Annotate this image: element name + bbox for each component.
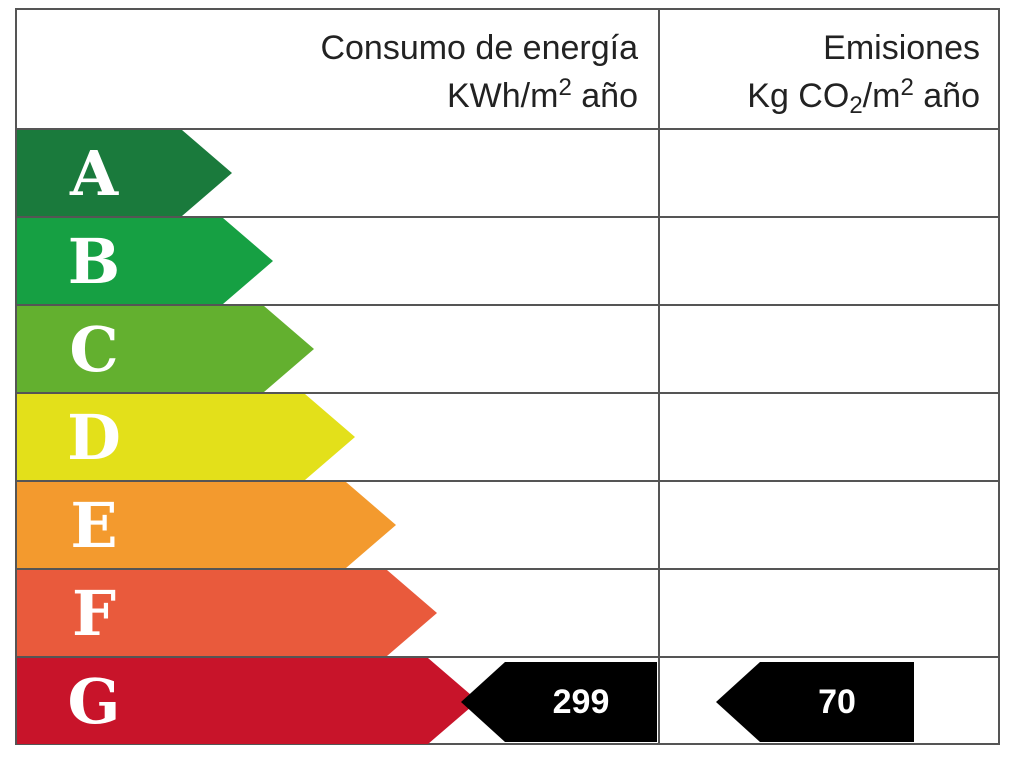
row-divider: [17, 128, 998, 130]
emissions-header-title: Emisiones: [823, 29, 980, 67]
band-f: F: [17, 570, 437, 656]
energy-header: Consumo de energía KWh/m2 año: [17, 10, 658, 130]
energy-label-table: Consumo de energía KWh/m2 año Emisiones …: [15, 8, 1000, 745]
row-divider: [17, 656, 998, 658]
energy-unit-superscript: 2: [558, 74, 572, 101]
emissions-unit-subscript: 2: [849, 92, 863, 119]
energy-unit-base: KWh/m: [447, 77, 559, 115]
band-c: C: [17, 306, 314, 392]
band-letter: C: [69, 313, 119, 386]
band-letter: G: [67, 665, 121, 738]
emissions-unit-superscript: 2: [900, 74, 914, 101]
band-a: A: [17, 130, 232, 216]
band-letter: F: [71, 577, 117, 650]
emissions-rating-marker: 70: [716, 662, 914, 742]
band-g: G: [17, 658, 478, 744]
row-divider: [17, 392, 998, 394]
band-b: B: [17, 218, 273, 304]
band-d: D: [17, 394, 355, 480]
energy-unit-year: año: [571, 77, 638, 115]
emissions-header: Emisiones Kg CO2/m2 año: [660, 10, 998, 130]
band-letter: D: [67, 401, 121, 474]
band-letter: E: [70, 489, 118, 562]
emissions-unit-area: /m: [862, 77, 901, 115]
row-divider: [17, 304, 998, 306]
row-divider: [17, 568, 998, 570]
emissions-rating-marker-value: 70: [818, 683, 856, 721]
emissions-header-unit: Kg CO2/m2 año: [660, 68, 980, 126]
row-divider: [17, 216, 998, 218]
energy-rating-marker: 299: [461, 662, 657, 742]
emissions-unit-year: año: [913, 77, 980, 115]
column-divider: [658, 10, 660, 743]
energy-header-unit: KWh/m2 año: [17, 68, 638, 116]
energy-header-title: Consumo de energía: [320, 29, 638, 67]
band-letter: A: [69, 137, 119, 210]
energy-rating-marker-value: 299: [552, 683, 610, 721]
band-letter: B: [67, 225, 121, 298]
row-divider: [17, 480, 998, 482]
emissions-unit-base: Kg CO: [747, 77, 850, 115]
band-e: E: [17, 482, 396, 568]
